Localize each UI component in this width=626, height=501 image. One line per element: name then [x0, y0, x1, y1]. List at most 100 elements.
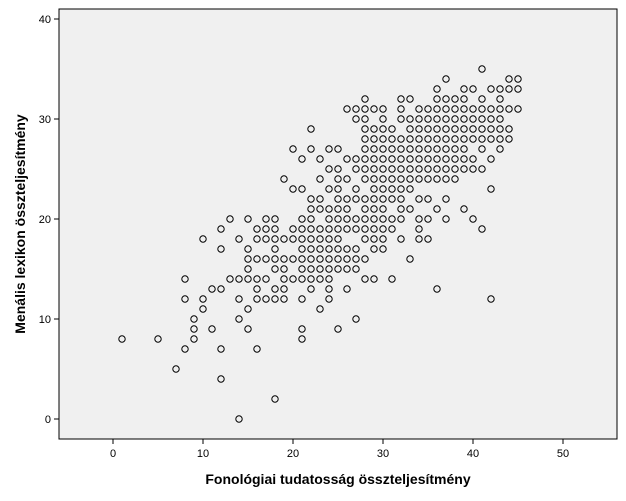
data-point: [370, 205, 378, 213]
data-point: [253, 295, 261, 303]
data-point: [271, 225, 279, 233]
data-point: [505, 75, 513, 83]
data-point: [361, 165, 369, 173]
data-point: [451, 165, 459, 173]
data-point: [406, 115, 414, 123]
data-point: [379, 115, 387, 123]
data-point: [442, 105, 450, 113]
data-point: [352, 105, 360, 113]
data-point: [325, 145, 333, 153]
data-point: [370, 195, 378, 203]
data-point: [370, 145, 378, 153]
data-point: [325, 285, 333, 293]
data-point: [388, 275, 396, 283]
data-point: [289, 275, 297, 283]
data-point: [289, 185, 297, 193]
data-point: [406, 145, 414, 153]
data-point: [415, 165, 423, 173]
data-point: [307, 275, 315, 283]
data-point: [442, 75, 450, 83]
data-point: [370, 215, 378, 223]
data-point: [487, 125, 495, 133]
data-point: [280, 285, 288, 293]
data-point: [271, 285, 279, 293]
data-point: [244, 265, 252, 273]
data-point: [424, 195, 432, 203]
data-point: [424, 175, 432, 183]
data-point: [379, 225, 387, 233]
data-point: [388, 225, 396, 233]
data-point: [433, 145, 441, 153]
data-point: [487, 295, 495, 303]
data-point: [433, 95, 441, 103]
data-point: [433, 205, 441, 213]
data-point: [388, 155, 396, 163]
data-point: [415, 175, 423, 183]
data-point: [307, 195, 315, 203]
data-point: [370, 185, 378, 193]
data-point: [442, 175, 450, 183]
data-point: [397, 115, 405, 123]
data-point: [361, 195, 369, 203]
data-point: [469, 135, 477, 143]
data-point: [271, 295, 279, 303]
data-point: [298, 245, 306, 253]
data-point: [460, 125, 468, 133]
data-point: [406, 95, 414, 103]
data-point: [325, 255, 333, 263]
data-point: [271, 235, 279, 243]
data-point: [460, 135, 468, 143]
data-point: [496, 115, 504, 123]
data-point: [361, 145, 369, 153]
data-point: [415, 115, 423, 123]
data-point: [460, 165, 468, 173]
data-point: [469, 115, 477, 123]
data-point: [397, 135, 405, 143]
data-point: [325, 215, 333, 223]
data-point: [334, 235, 342, 243]
x-tick-label: 40: [467, 448, 479, 460]
data-point: [379, 235, 387, 243]
data-point: [334, 245, 342, 253]
data-point: [460, 115, 468, 123]
data-point: [280, 255, 288, 263]
data-point: [370, 155, 378, 163]
data-point: [289, 255, 297, 263]
data-point: [361, 95, 369, 103]
data-point: [505, 125, 513, 133]
data-point: [388, 165, 396, 173]
data-point: [397, 235, 405, 243]
data-point: [343, 285, 351, 293]
data-point: [343, 225, 351, 233]
data-point: [460, 205, 468, 213]
data-point: [487, 135, 495, 143]
x-axis-title: Fonológiai tudatosság összteljesítmény: [205, 471, 470, 487]
data-point: [307, 205, 315, 213]
data-point: [397, 195, 405, 203]
data-point: [280, 275, 288, 283]
data-point: [442, 195, 450, 203]
data-point: [433, 125, 441, 133]
data-point: [343, 205, 351, 213]
data-point: [343, 175, 351, 183]
data-point: [397, 215, 405, 223]
data-point: [442, 95, 450, 103]
data-point: [361, 155, 369, 163]
data-point: [415, 145, 423, 153]
data-point: [352, 265, 360, 273]
data-point: [478, 105, 486, 113]
data-point: [514, 75, 522, 83]
data-point: [424, 135, 432, 143]
data-point: [379, 205, 387, 213]
data-point: [325, 205, 333, 213]
data-point: [415, 125, 423, 133]
data-point: [154, 335, 162, 343]
data-point: [415, 195, 423, 203]
data-point: [460, 145, 468, 153]
data-point: [379, 125, 387, 133]
data-point: [262, 225, 270, 233]
y-tick-label: 40: [39, 14, 51, 26]
data-point: [478, 145, 486, 153]
data-point: [505, 135, 513, 143]
